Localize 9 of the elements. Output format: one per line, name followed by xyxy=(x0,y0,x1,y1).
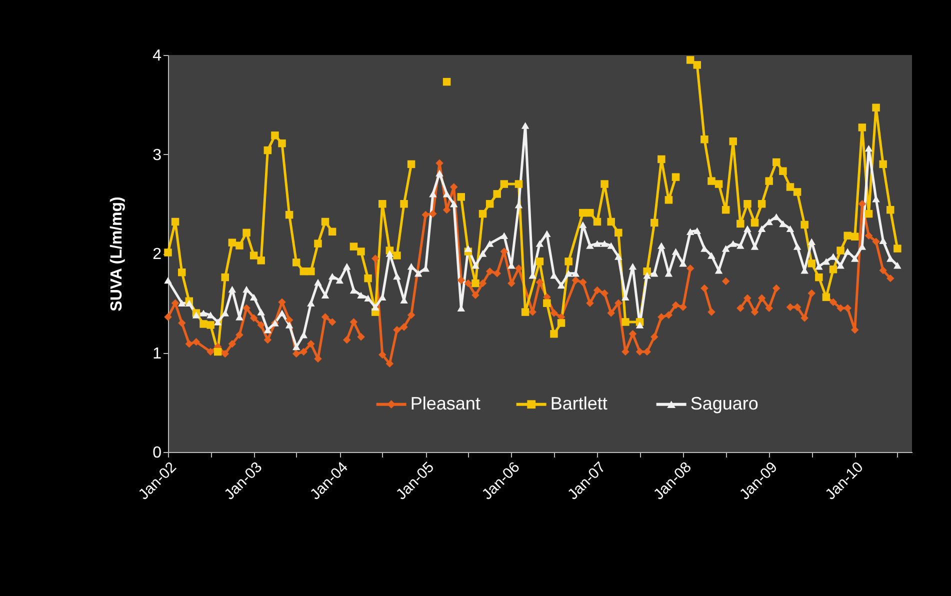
y-tick-label: 1 xyxy=(152,345,162,362)
legend-label: Bartlett xyxy=(550,393,608,414)
legend-label: Saguaro xyxy=(690,393,758,414)
legend-label: Pleasant xyxy=(410,393,480,414)
y-axis-title: SUVA (L/m/mg) xyxy=(108,196,126,312)
y-tick-label: 0 xyxy=(152,444,162,462)
y-tick-label: 4 xyxy=(152,48,162,64)
y-tick-label: 3 xyxy=(152,146,162,164)
y-tick-label: 2 xyxy=(152,246,162,263)
